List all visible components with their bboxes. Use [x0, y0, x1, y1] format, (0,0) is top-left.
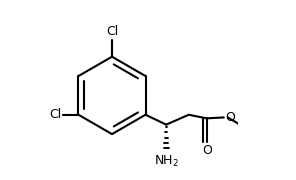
Text: NH$_2$: NH$_2$: [154, 153, 179, 168]
Text: Cl: Cl: [49, 108, 62, 121]
Text: Cl: Cl: [106, 25, 118, 38]
Text: O: O: [202, 144, 212, 157]
Text: O: O: [225, 111, 235, 124]
